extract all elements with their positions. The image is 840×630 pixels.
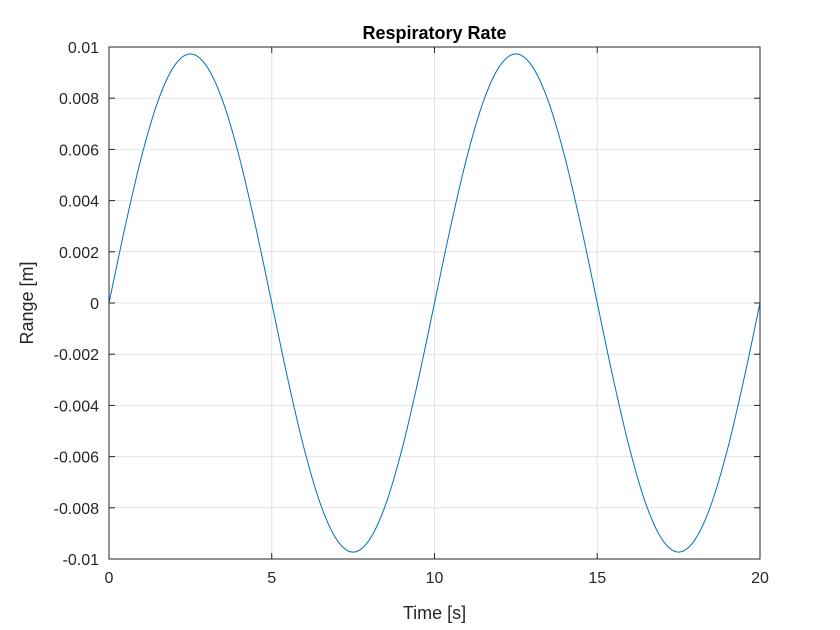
y-axis-label: Range [m] <box>17 261 37 344</box>
x-tick-label: 5 <box>267 570 276 587</box>
y-tick-label: 0.008 <box>59 91 99 108</box>
y-tick-label: 0.006 <box>59 142 99 159</box>
series-group <box>108 53 761 553</box>
x-tick-label: 15 <box>588 570 606 587</box>
y-tick-label: -0.006 <box>54 450 99 467</box>
ticks <box>108 46 761 560</box>
y-tick-label: -0.004 <box>54 398 99 415</box>
x-axis-label: Time [s] <box>403 603 466 623</box>
y-tick-label: -0.002 <box>54 347 99 364</box>
x-tick-label: 0 <box>105 570 114 587</box>
y-tick-label: 0.004 <box>59 194 99 211</box>
y-tick-label: 0.01 <box>68 40 99 57</box>
y-tick-label: -0.008 <box>54 501 99 518</box>
chart-title: Respiratory Rate <box>362 23 506 43</box>
y-tick-label: 0 <box>90 296 99 313</box>
x-tick-label: 10 <box>426 570 444 587</box>
y-tick-label: 0.002 <box>59 245 99 262</box>
tick-labels: 0 5 10 15 20 -0.01 -0.008 -0.006 -0.004 -0.002 0 0.… <box>54 40 769 587</box>
y-tick-label: -0.01 <box>63 552 100 569</box>
series-line <box>108 53 761 553</box>
x-tick-label: 20 <box>751 570 769 587</box>
